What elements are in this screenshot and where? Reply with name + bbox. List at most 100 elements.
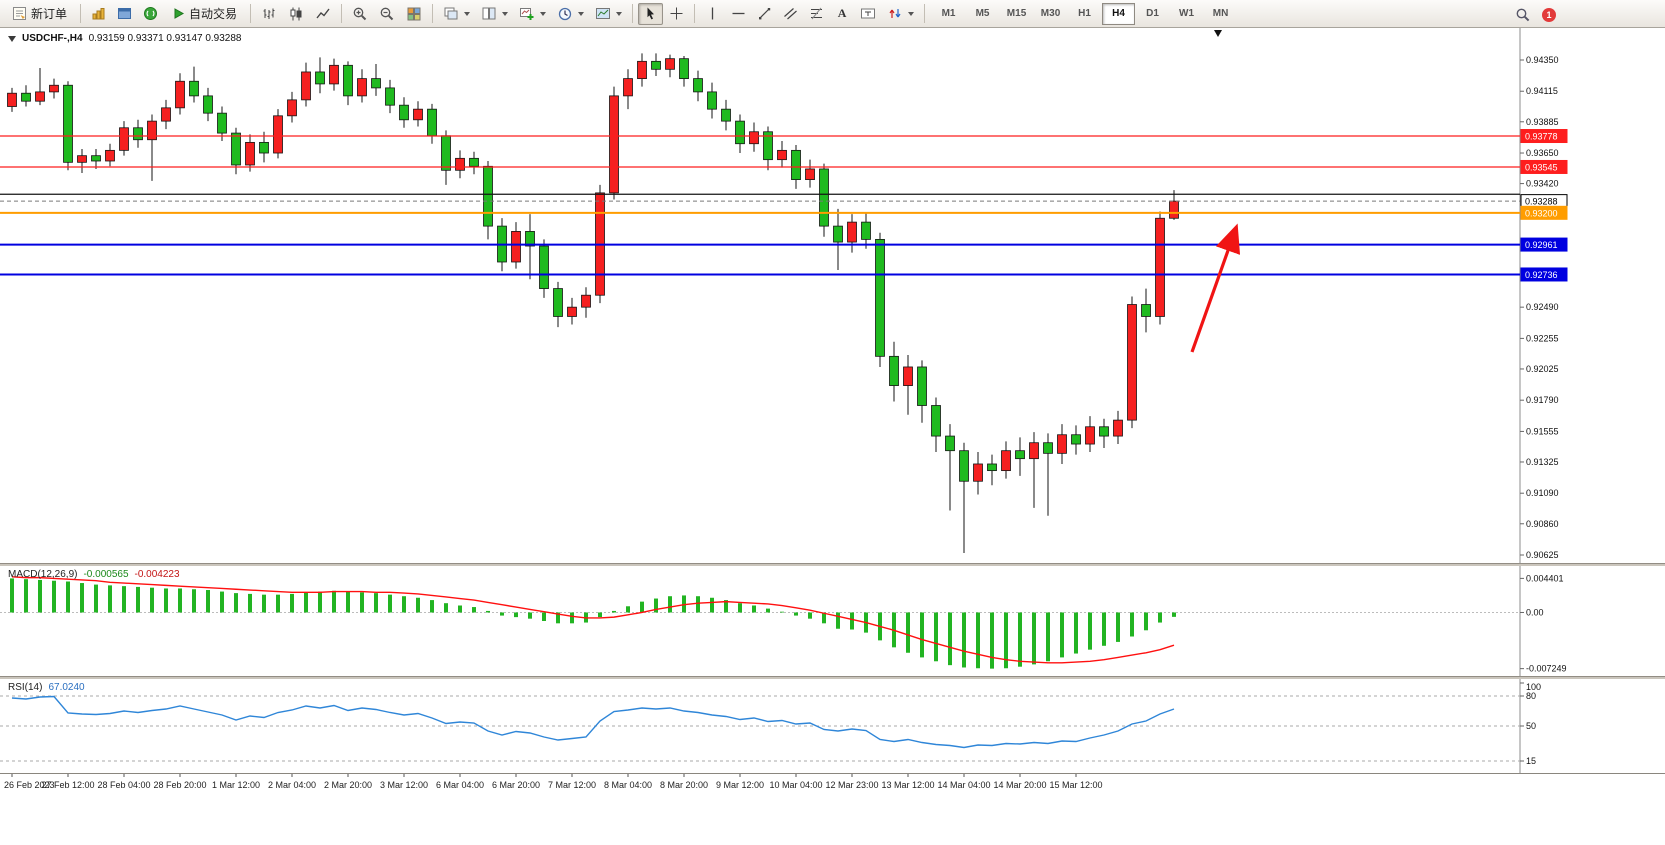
text-label-tool-button[interactable] [855,3,881,25]
tile-windows-button[interactable] [401,3,427,25]
trendline-tool-button[interactable] [752,3,777,25]
toolbar-separator [341,4,343,23]
rsi-label: RSI(14) 67.0240 [8,682,85,693]
svg-text:0.93778: 0.93778 [1525,132,1558,142]
panel-splitter[interactable] [0,676,1665,679]
zoom-out-button[interactable] [374,3,400,25]
time-axis[interactable]: 26 Feb 2023 27 Feb 12:00 28 Feb 04:00 28 Fe… [0,773,1665,798]
cursor-tool-button[interactable] [638,2,664,25]
timeframe-button-h1[interactable]: H1 [1078,8,1091,19]
cascade-windows-icon [444,7,458,19]
clock-icon [558,7,572,20]
toolbar-right-group: 1 [1510,4,1556,26]
vertical-line-tool-button[interactable] [700,3,725,25]
svg-text:0.93200: 0.93200 [1525,208,1558,218]
timeframe-button-m30[interactable]: M30 [1040,8,1061,19]
channel-tool-button[interactable] [778,3,803,25]
svg-text:0.94350: 0.94350 [1526,55,1559,65]
chart-legend: USDCHF-,H4 0.93159 0.93371 0.93147 0.932… [8,33,242,44]
svg-text:7 Mar 12:00: 7 Mar 12:00 [548,780,596,790]
svg-text:0.92025: 0.92025 [1526,364,1559,374]
panel-splitter[interactable] [0,563,1665,566]
profiles-button[interactable] [112,3,137,25]
svg-text:6 Mar 20:00: 6 Mar 20:00 [492,780,540,790]
timeframe-group: M1 M5 M15 M30 H1 H4 D1 W1 MN [932,2,1237,25]
notification-badge[interactable]: 1 [1542,8,1556,22]
zoom-out-icon [380,7,394,20]
text-tool-button[interactable]: A [830,3,854,25]
svg-text:50: 50 [1526,721,1536,731]
candlestick-mode-button[interactable] [283,3,309,25]
timeframe-button-w1[interactable]: W1 [1179,8,1195,19]
templates-button[interactable] [590,3,627,25]
svg-text:0.90625: 0.90625 [1526,550,1559,560]
macd-canvas[interactable]: 0.004401 0.00 -0.007249 [0,566,1665,676]
line-chart-icon [316,8,330,18]
arrow-objects-icon [889,9,901,18]
macd-label: MACD(12,26,9) -0.000565 -0.004223 [8,569,180,580]
timeframe-button-h4[interactable]: H4 [1102,2,1136,25]
svg-text:0.92255: 0.92255 [1526,333,1559,343]
svg-text:15 Mar 12:00: 15 Mar 12:00 [1049,780,1102,790]
arrows-tool-button[interactable] [882,3,919,25]
text-tool-icon: A [837,6,847,20]
macd-name: MACD(12,26,9) [8,569,78,580]
zoom-in-button[interactable] [347,3,373,25]
periods-button[interactable] [552,3,589,25]
rsi-name: RSI(14) [8,682,43,693]
svg-text:15: 15 [1526,756,1536,766]
auto-trading-button[interactable]: 自动交易 [164,3,245,25]
price-chart-canvas[interactable]: 0.94350 0.94115 0.93885 0.93650 0.93420 0.924… [0,28,1665,563]
svg-text:12 Mar 23:00: 12 Mar 23:00 [825,780,878,790]
bar-chart-mode-button[interactable] [256,3,282,25]
svg-text:0.004401: 0.004401 [1526,573,1564,583]
line-chart-mode-button[interactable] [310,3,336,25]
timeframe-button-d1[interactable]: D1 [1146,8,1159,19]
search-icon [1516,8,1530,22]
svg-text:0.93885: 0.93885 [1526,117,1559,127]
timeframe-button-m1[interactable]: M1 [941,8,956,19]
arrange-windows-icon [482,7,496,19]
timeframe-button-m5[interactable]: M5 [975,8,990,19]
arrange-windows-button[interactable] [476,3,513,25]
timeframe-button-m15[interactable]: M15 [1006,8,1027,19]
one-click-trading-toggle-icon[interactable] [8,35,16,42]
fibonacci-tool-button[interactable] [804,3,829,25]
symbol-period-label: USDCHF-,H4 [22,33,83,44]
new-order-button[interactable]: 新订单 [4,3,75,25]
toolbar-separator [694,4,696,23]
toolbar-separator [80,4,82,23]
svg-text:3 Mar 12:00: 3 Mar 12:00 [380,780,428,790]
text-label-icon [861,8,876,19]
svg-text:2 Mar 04:00: 2 Mar 04:00 [268,780,316,790]
crosshair-tool-button[interactable] [664,3,689,25]
svg-text:0.91090: 0.91090 [1526,488,1559,498]
svg-text:28 Feb 04:00: 28 Feb 04:00 [97,780,150,790]
svg-text:8 Mar 20:00: 8 Mar 20:00 [660,780,708,790]
fibonacci-icon [811,7,823,20]
new-order-icon [13,7,26,20]
trendline-icon [759,8,771,20]
cascade-windows-button[interactable] [438,3,475,25]
candlestick-icon [290,7,302,20]
auto-trading-play-icon [174,8,185,19]
search-button[interactable] [1510,4,1536,26]
dropdown-arrow-icon [908,11,915,16]
crosshair-icon [670,7,683,20]
macd-signal-value: -0.004223 [134,569,180,580]
tile-windows-icon [407,7,421,20]
horizontal-line-tool-button[interactable] [726,3,751,25]
svg-text:13 Mar 12:00: 13 Mar 12:00 [881,780,934,790]
cursor-icon [647,7,655,20]
timeframe-button-mn[interactable]: MN [1212,8,1229,19]
new-chart-window-button[interactable] [86,3,111,25]
svg-text:0.93288: 0.93288 [1525,197,1558,207]
dropdown-arrow-icon [578,11,585,16]
market-watch-button[interactable] [138,3,163,25]
svg-text:0.92736: 0.92736 [1525,270,1558,280]
indicators-button[interactable] [514,3,551,25]
svg-text:6 Mar 04:00: 6 Mar 04:00 [436,780,484,790]
